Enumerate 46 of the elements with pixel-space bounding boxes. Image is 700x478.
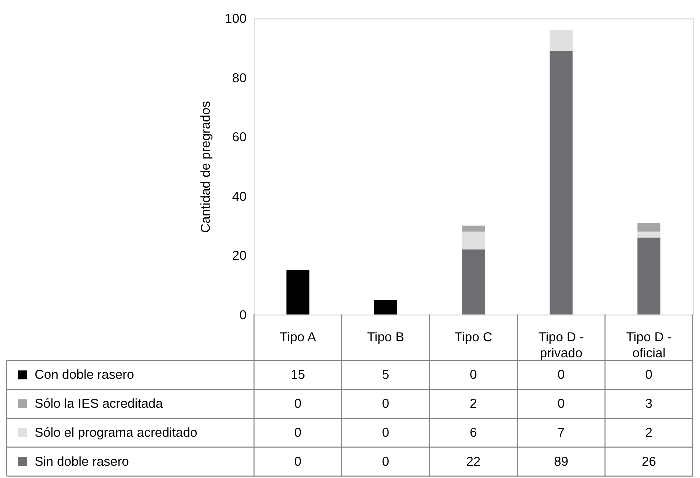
data-label: 0 (382, 454, 390, 469)
data-label: 22 (466, 454, 481, 469)
legend-label: Con doble rasero (34, 367, 134, 382)
data-label: 89 (554, 454, 569, 469)
bar (462, 232, 486, 250)
y-tick-label: 100 (225, 11, 247, 26)
y-tick-label: 20 (232, 248, 247, 264)
data-label: 15 (290, 367, 306, 382)
data-label: 0 (294, 454, 302, 469)
data-label: 0 (646, 367, 653, 382)
data-label: 26 (642, 454, 656, 469)
bar (638, 222, 661, 232)
data-label: 3 (646, 396, 653, 412)
bar (550, 51, 573, 315)
data-label: 0 (558, 396, 566, 412)
data-label: 0 (294, 396, 302, 412)
data-label: 0 (470, 367, 478, 382)
bar (638, 232, 661, 238)
data-label: 0 (382, 396, 390, 412)
legend-label: Sin doble rasero (34, 454, 130, 469)
y-tick-label: 80 (232, 70, 247, 86)
legend-label: Sólo la IES acreditada (34, 396, 164, 412)
y-tick-label: 40 (232, 188, 247, 204)
bar (462, 226, 486, 232)
y-axis-title: Cantidad de pregrados (198, 100, 214, 234)
x-tick-label: Tipo C (454, 330, 492, 345)
data-label: 6 (470, 424, 478, 440)
data-label: 2 (470, 396, 478, 412)
data-label: 2 (646, 424, 653, 440)
data-label: 0 (558, 367, 566, 382)
data-label: 7 (558, 424, 566, 440)
bar (286, 270, 310, 315)
y-tick-label: 0 (240, 307, 247, 322)
x-tick-label: Tipo B (367, 330, 404, 345)
data-label: 0 (294, 424, 302, 440)
data-label: 0 (382, 424, 390, 440)
bar (374, 300, 398, 315)
bar (550, 30, 573, 52)
legend-label: Sólo el programa acreditado (34, 424, 198, 440)
bar (638, 238, 661, 315)
x-tick-label: Tipo D - oficial (626, 330, 672, 361)
x-tick-label: Tipo A (280, 330, 317, 345)
data-label: 5 (382, 367, 390, 382)
y-tick-label: 60 (232, 130, 247, 145)
bar (462, 250, 486, 315)
x-tick-label: Tipo D - privado (538, 330, 584, 361)
